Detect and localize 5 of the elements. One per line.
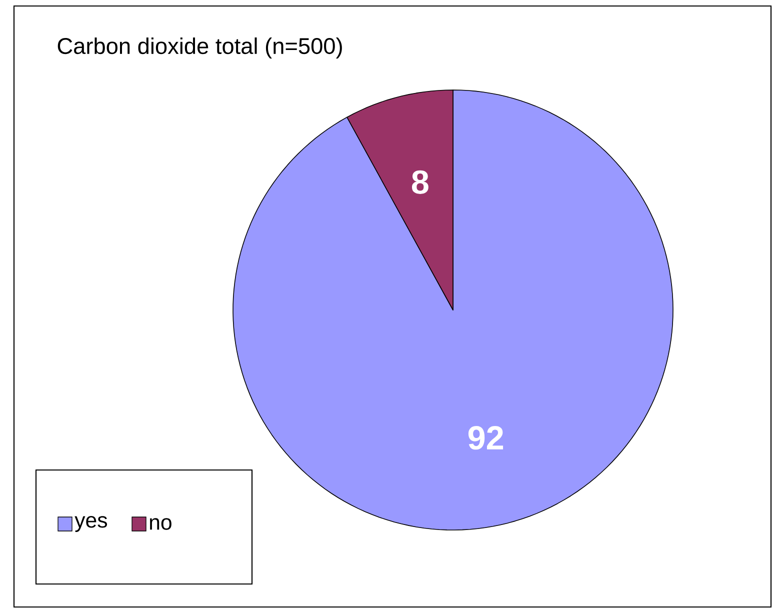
chart-title: Carbon dioxide total (n=500) xyxy=(58,37,342,59)
data-label: 8 xyxy=(412,170,428,194)
data-label: 92 xyxy=(468,426,504,450)
legend-label: no xyxy=(150,518,172,530)
legend-label: yes xyxy=(74,516,108,532)
